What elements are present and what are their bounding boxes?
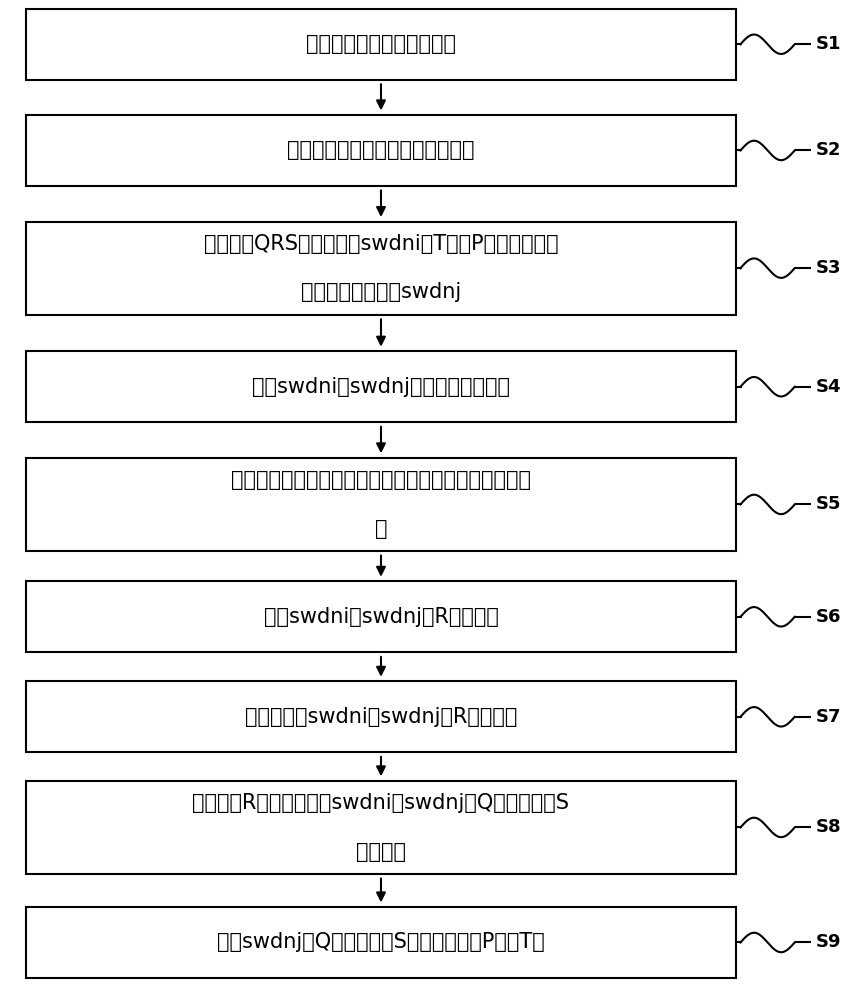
Text: S4: S4 xyxy=(815,378,841,396)
Text: S7: S7 xyxy=(815,708,841,726)
Text: 去除不符合要求的极大值极小值对与负的极大值极小値: 去除不符合要求的极大值极小值对与负的极大值极小値 xyxy=(231,470,531,490)
Text: 确定swdni和swdnj中R波点位置: 确定swdni和swdnj中R波点位置 xyxy=(263,607,499,627)
FancyBboxPatch shape xyxy=(26,781,736,874)
FancyBboxPatch shape xyxy=(26,681,736,752)
Text: 读取降噪后的原始心电信号: 读取降噪后的原始心电信号 xyxy=(306,34,456,54)
FancyBboxPatch shape xyxy=(26,581,736,652)
FancyBboxPatch shape xyxy=(26,115,736,186)
Text: S2: S2 xyxy=(815,141,841,159)
Text: 确定swdni和swdnj的极大值极小值对: 确定swdni和swdnj的极大值极小值对 xyxy=(252,377,510,397)
FancyBboxPatch shape xyxy=(26,907,736,978)
Text: 波点位置: 波点位置 xyxy=(356,842,406,862)
Text: S8: S8 xyxy=(815,818,841,836)
Text: 根据所述R波点位置确定swdni和swdnj中Q波点位置和S: 根据所述R波点位置确定swdni和swdnj中Q波点位置和S xyxy=(193,793,569,813)
FancyBboxPatch shape xyxy=(26,458,736,551)
FancyBboxPatch shape xyxy=(26,9,736,80)
Text: S6: S6 xyxy=(815,608,841,626)
Text: 根据swdnj中Q波点位置和S波点位置确定P波和T波: 根据swdnj中Q波点位置和S波点位置确定P波和T波 xyxy=(217,932,545,952)
FancyBboxPatch shape xyxy=(26,222,736,315)
Text: 错检和漏检swdni和swdnj中R波点位置: 错检和漏检swdni和swdnj中R波点位置 xyxy=(245,707,517,727)
Text: 对: 对 xyxy=(375,519,387,539)
Text: S9: S9 xyxy=(815,933,841,951)
Text: 确定体现QRS波的目标层swdni和T波和P波体现最优的: 确定体现QRS波的目标层swdni和T波和P波体现最优的 xyxy=(204,234,558,254)
Text: 目标层的细节系数swdnj: 目标层的细节系数swdnj xyxy=(300,282,461,302)
FancyBboxPatch shape xyxy=(26,351,736,422)
Text: S1: S1 xyxy=(815,35,841,53)
Text: 选取最优小波基并对心电信号分层: 选取最优小波基并对心电信号分层 xyxy=(288,140,474,160)
Text: S5: S5 xyxy=(815,495,841,513)
Text: S3: S3 xyxy=(815,259,841,277)
